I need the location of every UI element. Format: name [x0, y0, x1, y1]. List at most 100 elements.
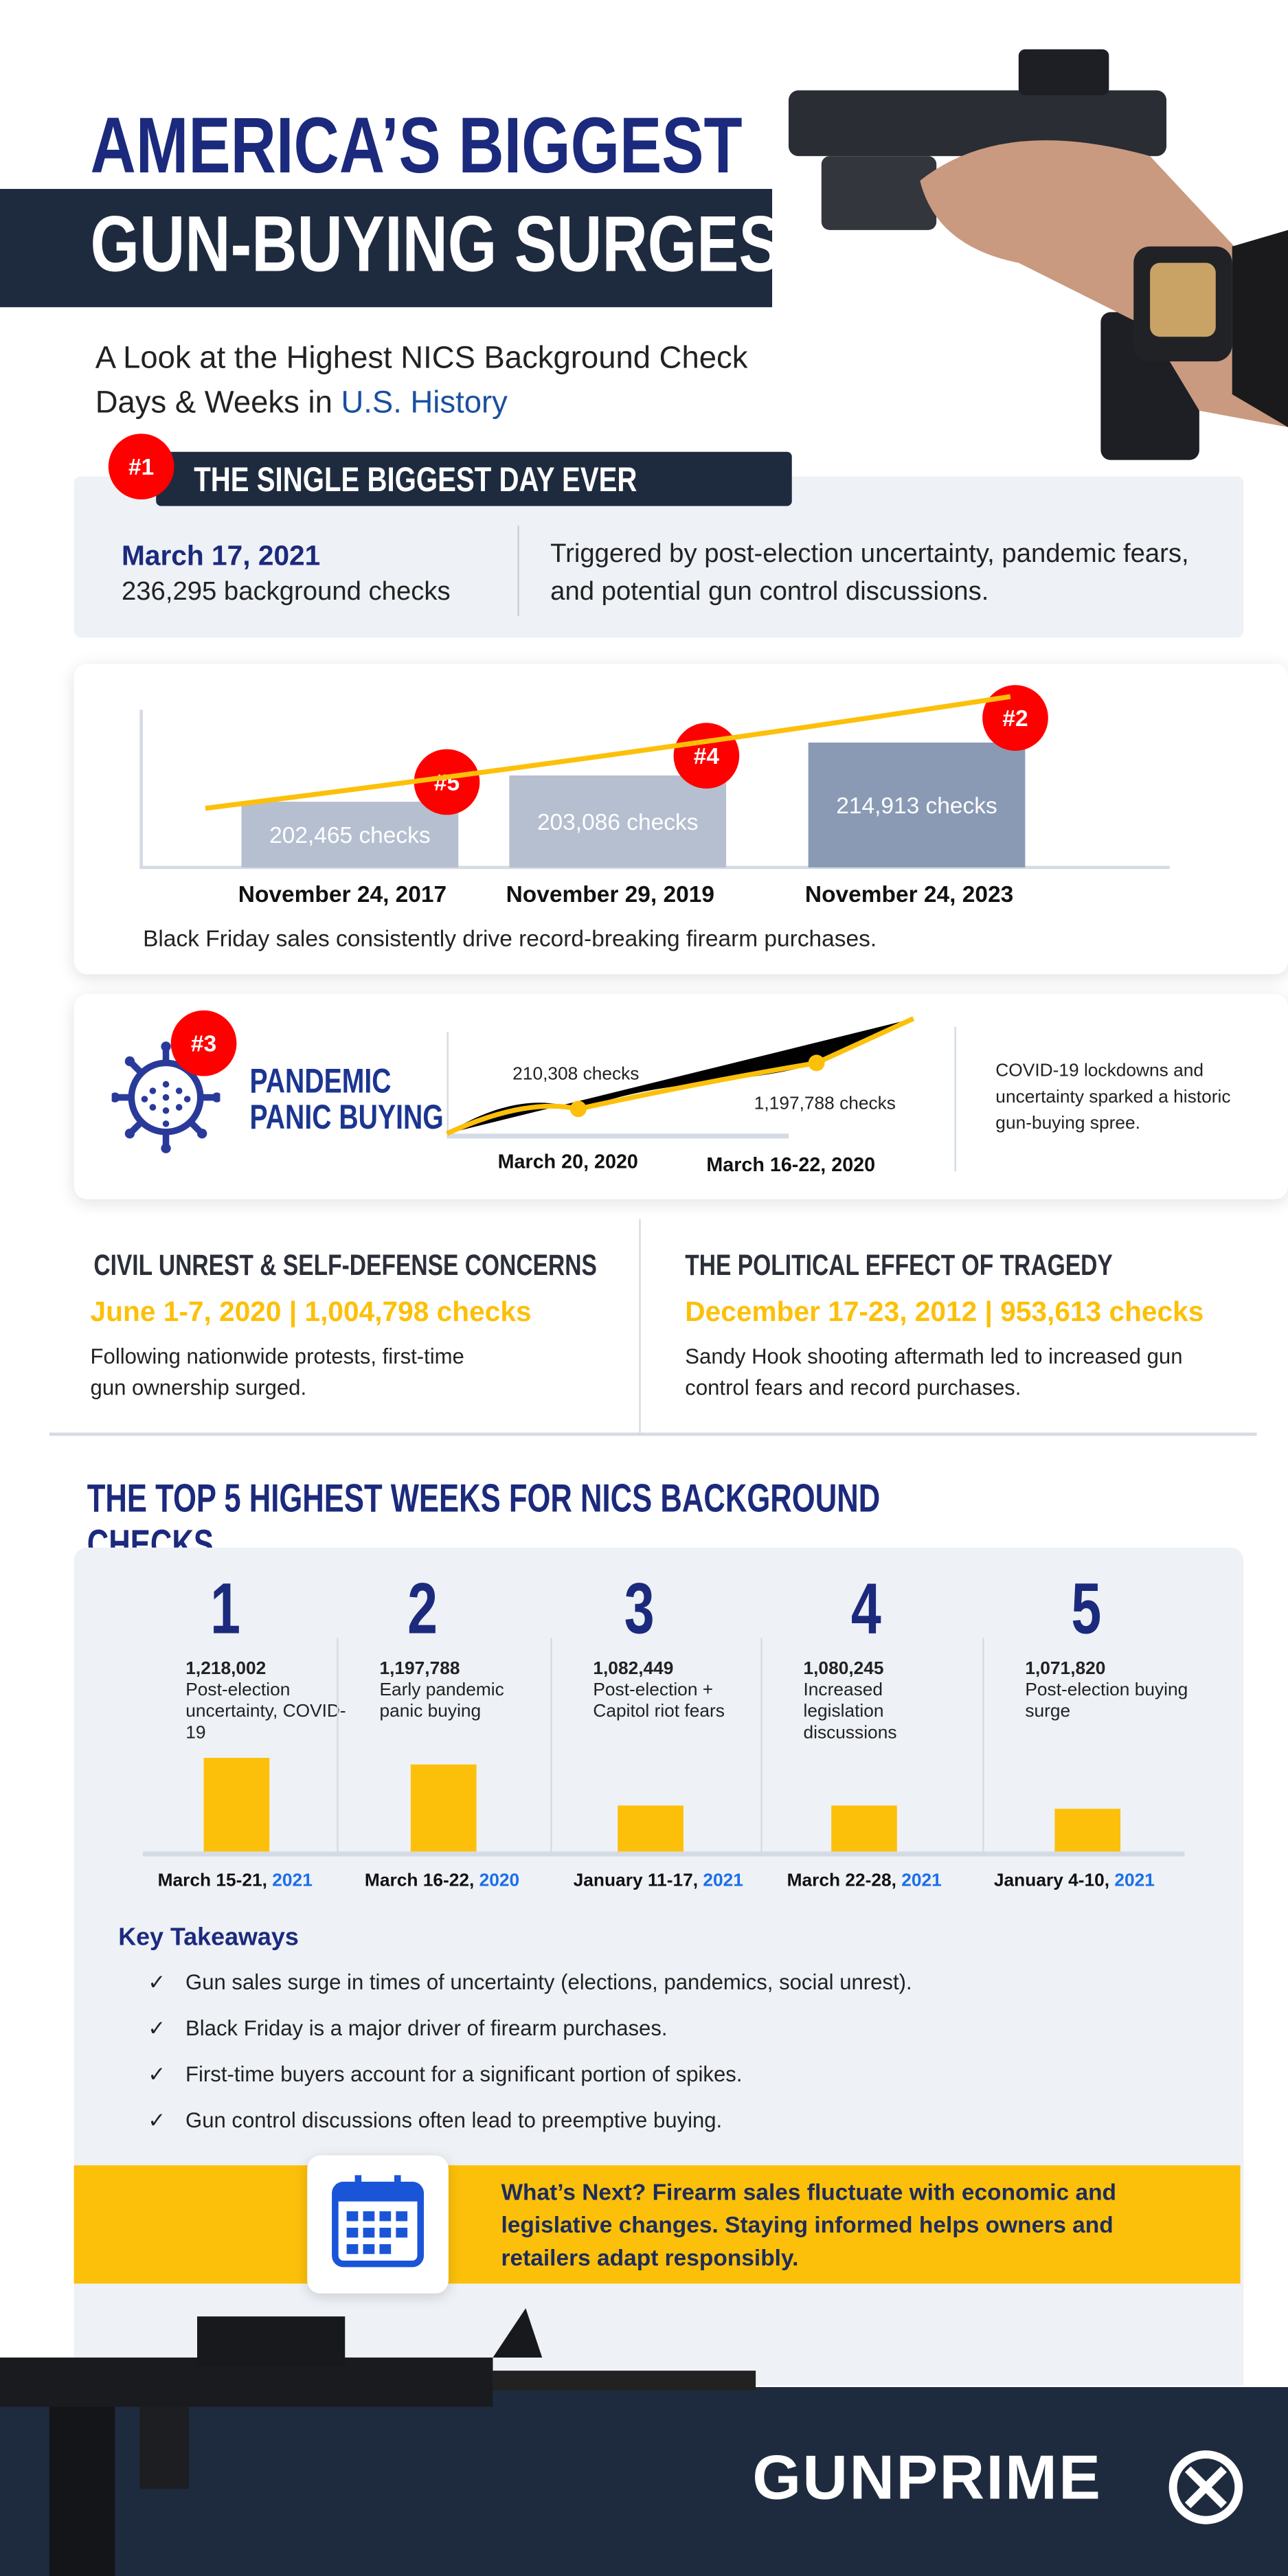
whats-next-banner: [74, 2165, 1241, 2284]
rank-badge: #2: [982, 685, 1048, 751]
week-year: 2021: [1114, 1871, 1155, 1891]
check-icon: ✓: [148, 2108, 166, 2133]
whats-next-text: What’s Next? Firearm sales fluctuate wit…: [501, 2178, 1117, 2271]
biggest-day-bar: [156, 451, 792, 506]
week-info: 1,197,788 Early pandemic panic buying: [379, 1660, 543, 1724]
takeaways-heading: Key Takeaways: [118, 1923, 299, 1952]
subtitle-line2: Days & Weeks in U.S. History: [95, 381, 748, 426]
rank-number: 3: [624, 1568, 655, 1650]
x-axis: [447, 1133, 789, 1139]
title-band: [0, 189, 773, 308]
pandemic-title-line2: PANIC BUYING: [249, 1098, 444, 1137]
black-friday-caption: Black Friday sales consistently drive re…: [143, 925, 877, 951]
date-label: November 24, 2023: [804, 880, 1014, 907]
week-count: 1,071,820: [1025, 1659, 1106, 1680]
y-axis: [447, 1031, 449, 1134]
civil-unrest-heading: CIVIL UNREST & SELF-DEFENSE CONCERNS: [93, 1248, 597, 1282]
x-axis: [143, 1851, 1185, 1857]
subtitle: A Look at the Highest NICS Background Ch…: [95, 337, 748, 425]
week-year: 2020: [479, 1871, 520, 1891]
rank-number: 5: [1071, 1568, 1102, 1650]
takeaway-text: First-time buyers account for a signific…: [185, 2061, 743, 2087]
virus-icon: [111, 1041, 221, 1153]
biggest-day-date: March 17, 2021: [121, 540, 321, 572]
week-reason: Early pandemic panic buying: [379, 1680, 504, 1722]
divider: [639, 1219, 641, 1433]
calendar-icon-box: [307, 2155, 449, 2294]
pandemic-title-line1: PANDEMIC: [249, 1063, 392, 1101]
column-divider: [982, 1638, 984, 1852]
week-year: 2021: [272, 1871, 313, 1891]
biggest-day-heading: THE SINGLE BIGGEST DAY EVER: [194, 462, 637, 500]
week-info: 1,218,002 Post-election uncertainty, COVI…: [185, 1660, 350, 1745]
y-axis: [139, 710, 144, 868]
takeaway-text: Gun control discussions often lead to pr…: [185, 2108, 723, 2133]
week-year: 2021: [703, 1871, 743, 1891]
biggest-day-description: Triggered by post-election uncertainty, …: [550, 540, 1189, 607]
calendar-icon: [332, 2175, 425, 2268]
subtitle-line1: A Look at the Highest NICS Background Ch…: [95, 341, 748, 376]
title-line1: AMERICA’S BIGGEST: [90, 103, 743, 191]
check-icon: ✓: [148, 2015, 166, 2041]
week-bar: [410, 1765, 477, 1852]
week-range: January 11-17,: [573, 1871, 703, 1891]
point1-date: March 20, 2020: [497, 1150, 638, 1173]
week-date: January 4-10, 2021: [994, 1871, 1155, 1891]
week-info: 1,080,245 Increased legislation discussio…: [803, 1660, 967, 1745]
civil-unrest-stat: June 1-7, 2020 | 1,004,798 checks: [90, 1296, 532, 1328]
point2-label: 1,197,788 checks: [754, 1094, 896, 1114]
pandemic-trend-line: [446, 1016, 915, 1136]
pandemic-description: COVID-19 lockdowns and uncertainty spark…: [995, 1061, 1231, 1134]
date-label: November 24, 2017: [238, 880, 447, 907]
week-bar: [618, 1805, 683, 1852]
column-divider: [337, 1638, 339, 1852]
week-info: 1,082,449 Post-election + Capitol riot fe…: [593, 1660, 757, 1724]
rank-badge: #4: [673, 723, 740, 789]
pandemic-card: [74, 993, 1288, 1199]
handgun-photo: [788, 49, 1288, 460]
week-year: 2021: [901, 1871, 942, 1891]
gunprime-logo: GUNPRIME: [752, 2444, 1103, 2514]
rank-badge: #1: [108, 433, 174, 500]
column-divider: [760, 1638, 762, 1852]
date-label: November 29, 2019: [506, 880, 715, 907]
political-description: Sandy Hook shooting aftermath led to inc…: [685, 1344, 1183, 1400]
biggest-day-checks: 236,295 background checks: [121, 578, 451, 607]
week-reason: Post-election buying surge: [1025, 1680, 1188, 1722]
bar: 202,465 checks: [241, 802, 459, 868]
crosshair-logo-icon: [1168, 2450, 1243, 2524]
rank-badge: #3: [170, 1010, 237, 1076]
data-point: [569, 1100, 587, 1118]
title-line2: GUN-BUYING SURGES: [90, 202, 781, 289]
subtitle-text: Days & Weeks in: [95, 386, 341, 421]
pandemic-title: PANDEMIC PANIC BUYING: [249, 1063, 444, 1137]
week-info: 1,071,820 Post-election buying surge: [1025, 1660, 1189, 1724]
week-range: March 22-28,: [787, 1871, 902, 1891]
rank-number: 4: [850, 1568, 881, 1650]
takeaway-item: ✓ First-time buyers account for a signifi…: [148, 2061, 742, 2088]
subtitle-highlight: U.S. History: [341, 386, 508, 421]
check-icon: ✓: [148, 2061, 166, 2087]
point2-date: March 16-22, 2020: [706, 1153, 876, 1177]
bar: 203,086 checks: [509, 775, 727, 868]
black-friday-trend-line: [205, 694, 1011, 811]
takeaway-item: ✓ Gun control discussions often lead to p…: [148, 2108, 722, 2134]
point1-label: 210,308 checks: [512, 1064, 640, 1085]
week-date: March 22-28, 2021: [787, 1871, 942, 1891]
civil-unrest-description: Following nationwide protests, first-tim…: [90, 1344, 464, 1400]
week-count: 1,218,002: [185, 1659, 267, 1680]
rifle-photo: [0, 2308, 756, 2576]
rank-number: 1: [210, 1568, 241, 1650]
week-date: March 16-22, 2020: [365, 1871, 519, 1891]
political-heading: THE POLITICAL EFFECT OF TRAGEDY: [685, 1248, 1113, 1282]
week-count: 1,080,245: [803, 1659, 884, 1680]
week-reason: Post-election uncertainty, COVID-19: [185, 1680, 346, 1743]
takeaway-text: Black Friday is a major driver of firear…: [185, 2015, 668, 2041]
divider: [517, 526, 519, 616]
divider: [49, 1432, 1257, 1436]
political-stat: December 17-23, 2012 | 953,613 checks: [685, 1296, 1204, 1328]
week-bar: [1054, 1809, 1121, 1852]
week-bar: [203, 1758, 270, 1852]
week-reason: Increased legislation discussions: [803, 1680, 897, 1743]
